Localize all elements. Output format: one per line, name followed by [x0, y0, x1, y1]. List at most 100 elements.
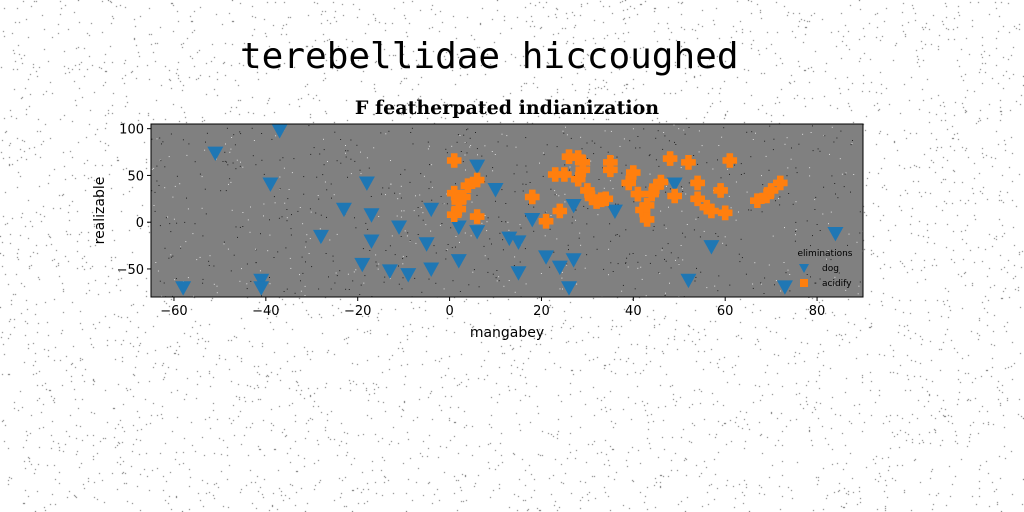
point-acidify [630, 186, 646, 202]
point-dog [423, 202, 440, 218]
y-tick-label: 0 [136, 216, 144, 231]
point-dog [381, 264, 398, 279]
point-acidify [662, 151, 678, 166]
point-dog [469, 159, 486, 175]
point-acidify [717, 205, 733, 221]
point-acidify [603, 155, 618, 170]
point-acidify [773, 175, 788, 191]
point-acidify [763, 183, 779, 198]
chart-title: F featherpated indianization [355, 97, 659, 119]
point-dog [335, 202, 352, 218]
point-dog [418, 237, 435, 252]
point-dog [207, 146, 224, 161]
point-dog [354, 257, 371, 273]
point-dog [262, 177, 279, 192]
x-tick-label: −40 [252, 304, 279, 319]
point-acidify [446, 185, 462, 201]
point-dog [776, 280, 793, 295]
point-dog [524, 212, 541, 228]
point-acidify [667, 188, 682, 204]
x-tick-label: 80 [809, 304, 826, 319]
y-axis-label: realizable [92, 177, 108, 245]
point-acidify [598, 191, 614, 207]
point-dog [358, 176, 375, 191]
point-acidify [704, 203, 719, 219]
point-dog [312, 229, 329, 245]
point-dog [551, 260, 568, 276]
point-acidify [575, 162, 591, 178]
point-dog [538, 250, 555, 265]
legend-label-acidify: acidify [822, 279, 852, 289]
legend-title: eliminations [798, 249, 853, 259]
point-dog [501, 231, 518, 247]
x-tick-label: −20 [344, 304, 371, 319]
point-acidify [451, 194, 467, 209]
point-dog [703, 240, 720, 255]
point-dog [565, 253, 582, 268]
point-acidify [547, 167, 563, 182]
point-acidify [639, 198, 655, 213]
point-dog [561, 281, 578, 296]
point-acidify [681, 155, 696, 170]
point-acidify [621, 175, 636, 191]
legend-label-dog: dog [822, 264, 839, 274]
point-acidify [699, 199, 715, 215]
axes-frame [150, 123, 864, 298]
point-dog [487, 183, 504, 198]
point-dog [565, 198, 582, 214]
y-tick-label: 100 [119, 123, 144, 138]
point-dog [363, 208, 380, 223]
point-acidify [584, 190, 600, 206]
x-tick-label: 40 [625, 304, 642, 319]
point-dog [363, 234, 380, 249]
point-dog [510, 235, 527, 250]
point-dog [391, 220, 408, 235]
point-acidify [722, 153, 738, 168]
point-acidify [524, 189, 540, 205]
point-acidify [552, 203, 568, 219]
point-acidify [603, 162, 618, 178]
point-acidify [635, 202, 650, 218]
point-dog [450, 254, 467, 269]
point-dog [666, 177, 683, 192]
point-acidify [570, 150, 586, 165]
point-acidify [690, 175, 705, 191]
y-tick-label: −50 [117, 263, 144, 278]
point-dog [606, 204, 623, 219]
point-acidify [570, 171, 586, 187]
legend-marker-dog [799, 264, 809, 273]
point-acidify [653, 174, 669, 190]
x-tick-label: 0 [445, 304, 453, 319]
point-acidify [649, 179, 664, 194]
y-tick-label: 50 [127, 169, 144, 184]
point-dog [469, 225, 486, 240]
point-acidify [575, 155, 591, 170]
point-dog [253, 281, 270, 296]
point-acidify [469, 172, 485, 188]
plot-noise [151, 124, 864, 298]
point-acidify [460, 178, 476, 193]
point-acidify [626, 165, 641, 180]
x-tick-label: 20 [533, 304, 550, 319]
point-dog [510, 266, 527, 281]
point-dog [271, 124, 288, 139]
point-acidify [557, 167, 572, 182]
point-acidify [446, 207, 462, 222]
point-acidify [538, 213, 554, 229]
point-acidify [759, 188, 774, 204]
figure-suptitle: terebellidae hiccoughed [240, 36, 739, 77]
point-dog [680, 273, 697, 289]
point-dog [450, 220, 467, 235]
point-acidify [580, 183, 595, 198]
point-dog [175, 281, 192, 296]
point-acidify [446, 153, 462, 168]
x-axis-label: mangabey [470, 325, 544, 341]
x-tick-label: −60 [160, 304, 187, 319]
point-acidify [451, 201, 467, 217]
point-dog [827, 227, 844, 242]
point-acidify [639, 212, 655, 227]
point-dog [423, 262, 440, 277]
point-acidify [644, 186, 659, 202]
point-acidify [469, 209, 485, 224]
